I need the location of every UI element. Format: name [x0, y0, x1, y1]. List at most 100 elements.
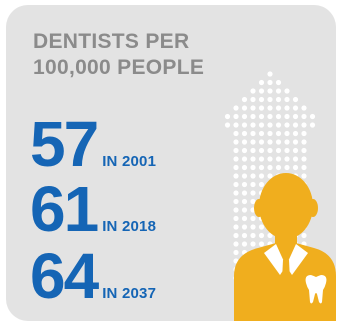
arrow-dot: [292, 156, 299, 162]
arrow-dot: [267, 232, 273, 239]
arrow-dot: [284, 164, 290, 171]
arrow-dot: [233, 215, 239, 222]
arrow-dot: [258, 232, 265, 239]
arrow-dot: [292, 164, 299, 171]
arrow-dot: [284, 113, 290, 120]
arrow-dot: [309, 122, 316, 128]
arrow-dot: [250, 105, 256, 111]
arrow-dot: [275, 88, 282, 94]
arrow-dot: [224, 122, 231, 128]
stat-value: 64: [30, 240, 99, 312]
arrow-dot: [292, 139, 299, 145]
arrow-dot: [267, 173, 273, 179]
arrow-dot: [233, 113, 239, 120]
arrow-dot: [241, 215, 248, 222]
arrow-dot: [275, 122, 282, 128]
tooth-icon: [305, 275, 327, 304]
arrow-dot: [241, 241, 248, 247]
stat-2018: 61 IN 2018: [30, 177, 156, 241]
arrow-dot: [258, 241, 265, 247]
arrow-dot: [241, 96, 248, 103]
arrow-dot: [233, 164, 239, 171]
arrow-dot: [241, 181, 248, 188]
arrow-dot: [250, 147, 256, 154]
arrow-dot: [233, 139, 239, 145]
arrow-dot: [301, 232, 307, 239]
arrow-dot: [250, 88, 256, 94]
arrow-dot: [292, 113, 299, 120]
arrow-dot: [292, 96, 299, 103]
arrow-dot: [275, 105, 282, 111]
arrow-dot: [250, 215, 256, 222]
infographic-card: DENTISTS PER 100,000 PEOPLE 57 IN 2001 6…: [6, 5, 336, 321]
arrow-dot: [284, 122, 290, 128]
arrow-dot: [250, 181, 256, 188]
stat-value: 57: [30, 108, 99, 180]
arrow-dot: [258, 105, 265, 111]
arrow-dot: [258, 181, 265, 188]
arrow-dot: [275, 164, 282, 171]
arrow-dot: [258, 156, 265, 162]
arrow-dot: [267, 105, 273, 111]
arrow-dot: [233, 207, 239, 213]
arrow-dot: [267, 113, 273, 120]
arrow-dot: [233, 249, 239, 256]
arrow-dot: [275, 96, 282, 103]
arrow-dot: [241, 224, 248, 230]
arrow-dot: [258, 173, 265, 179]
arrow-dot: [250, 198, 256, 205]
arrow-dot: [250, 173, 256, 179]
arrow-dot: [258, 130, 265, 137]
arrow-dot: [284, 156, 290, 162]
arrow-dot: [250, 232, 256, 239]
arrow-dot: [241, 164, 248, 171]
arrow-dot: [258, 224, 265, 230]
arrow-dot: [258, 113, 265, 120]
arrow-dot: [292, 130, 299, 137]
arrow-dot: [284, 139, 290, 145]
arrow-dot: [292, 122, 299, 128]
arrow-dot: [233, 122, 239, 128]
arrow-dot: [241, 207, 248, 213]
arrow-dot: [258, 147, 265, 154]
stat-year-label: IN 2001: [102, 153, 157, 170]
arrow-dot: [233, 130, 239, 137]
arrow-dot: [241, 190, 248, 196]
arrow-dot: [241, 130, 248, 137]
arrow-dot: [250, 96, 256, 103]
arrow-dot: [250, 241, 256, 247]
title-line-2: 100,000 PEOPLE: [33, 56, 205, 79]
arrow-dot: [267, 71, 273, 77]
arrow-dot: [267, 156, 273, 162]
arrow-dot: [250, 130, 256, 137]
arrow-dot: [233, 173, 239, 179]
arrow-dot: [250, 224, 256, 230]
arrow-dot: [275, 147, 282, 154]
arrow-dot: [267, 164, 273, 171]
arrow-dot: [250, 156, 256, 162]
arrow-dot: [258, 139, 265, 145]
arrow-dot: [250, 190, 256, 196]
arrow-dot: [301, 113, 307, 120]
arrow-dot: [275, 113, 282, 120]
arrow-dot: [250, 164, 256, 171]
arrow-dot: [258, 96, 265, 103]
arrow-dot: [233, 156, 239, 162]
arrow-dot: [275, 130, 282, 137]
arrow-dot: [275, 139, 282, 145]
arrow-dot: [233, 190, 239, 196]
arrow-dot: [241, 198, 248, 205]
arrow-dot: [241, 156, 248, 162]
arrow-dot: [267, 139, 273, 145]
arrow-dot: [233, 105, 239, 111]
arrow-dot: [250, 113, 256, 120]
arrow-dot: [309, 113, 316, 120]
arrow-dot: [241, 232, 248, 239]
arrow-dot: [301, 105, 307, 111]
arrow-dot: [258, 79, 265, 86]
arrow-dot: [292, 147, 299, 154]
arrow-dot: [267, 88, 273, 94]
arrow-dot: [224, 113, 231, 120]
arrow-dot: [301, 164, 307, 171]
arrow-dot: [267, 147, 273, 154]
